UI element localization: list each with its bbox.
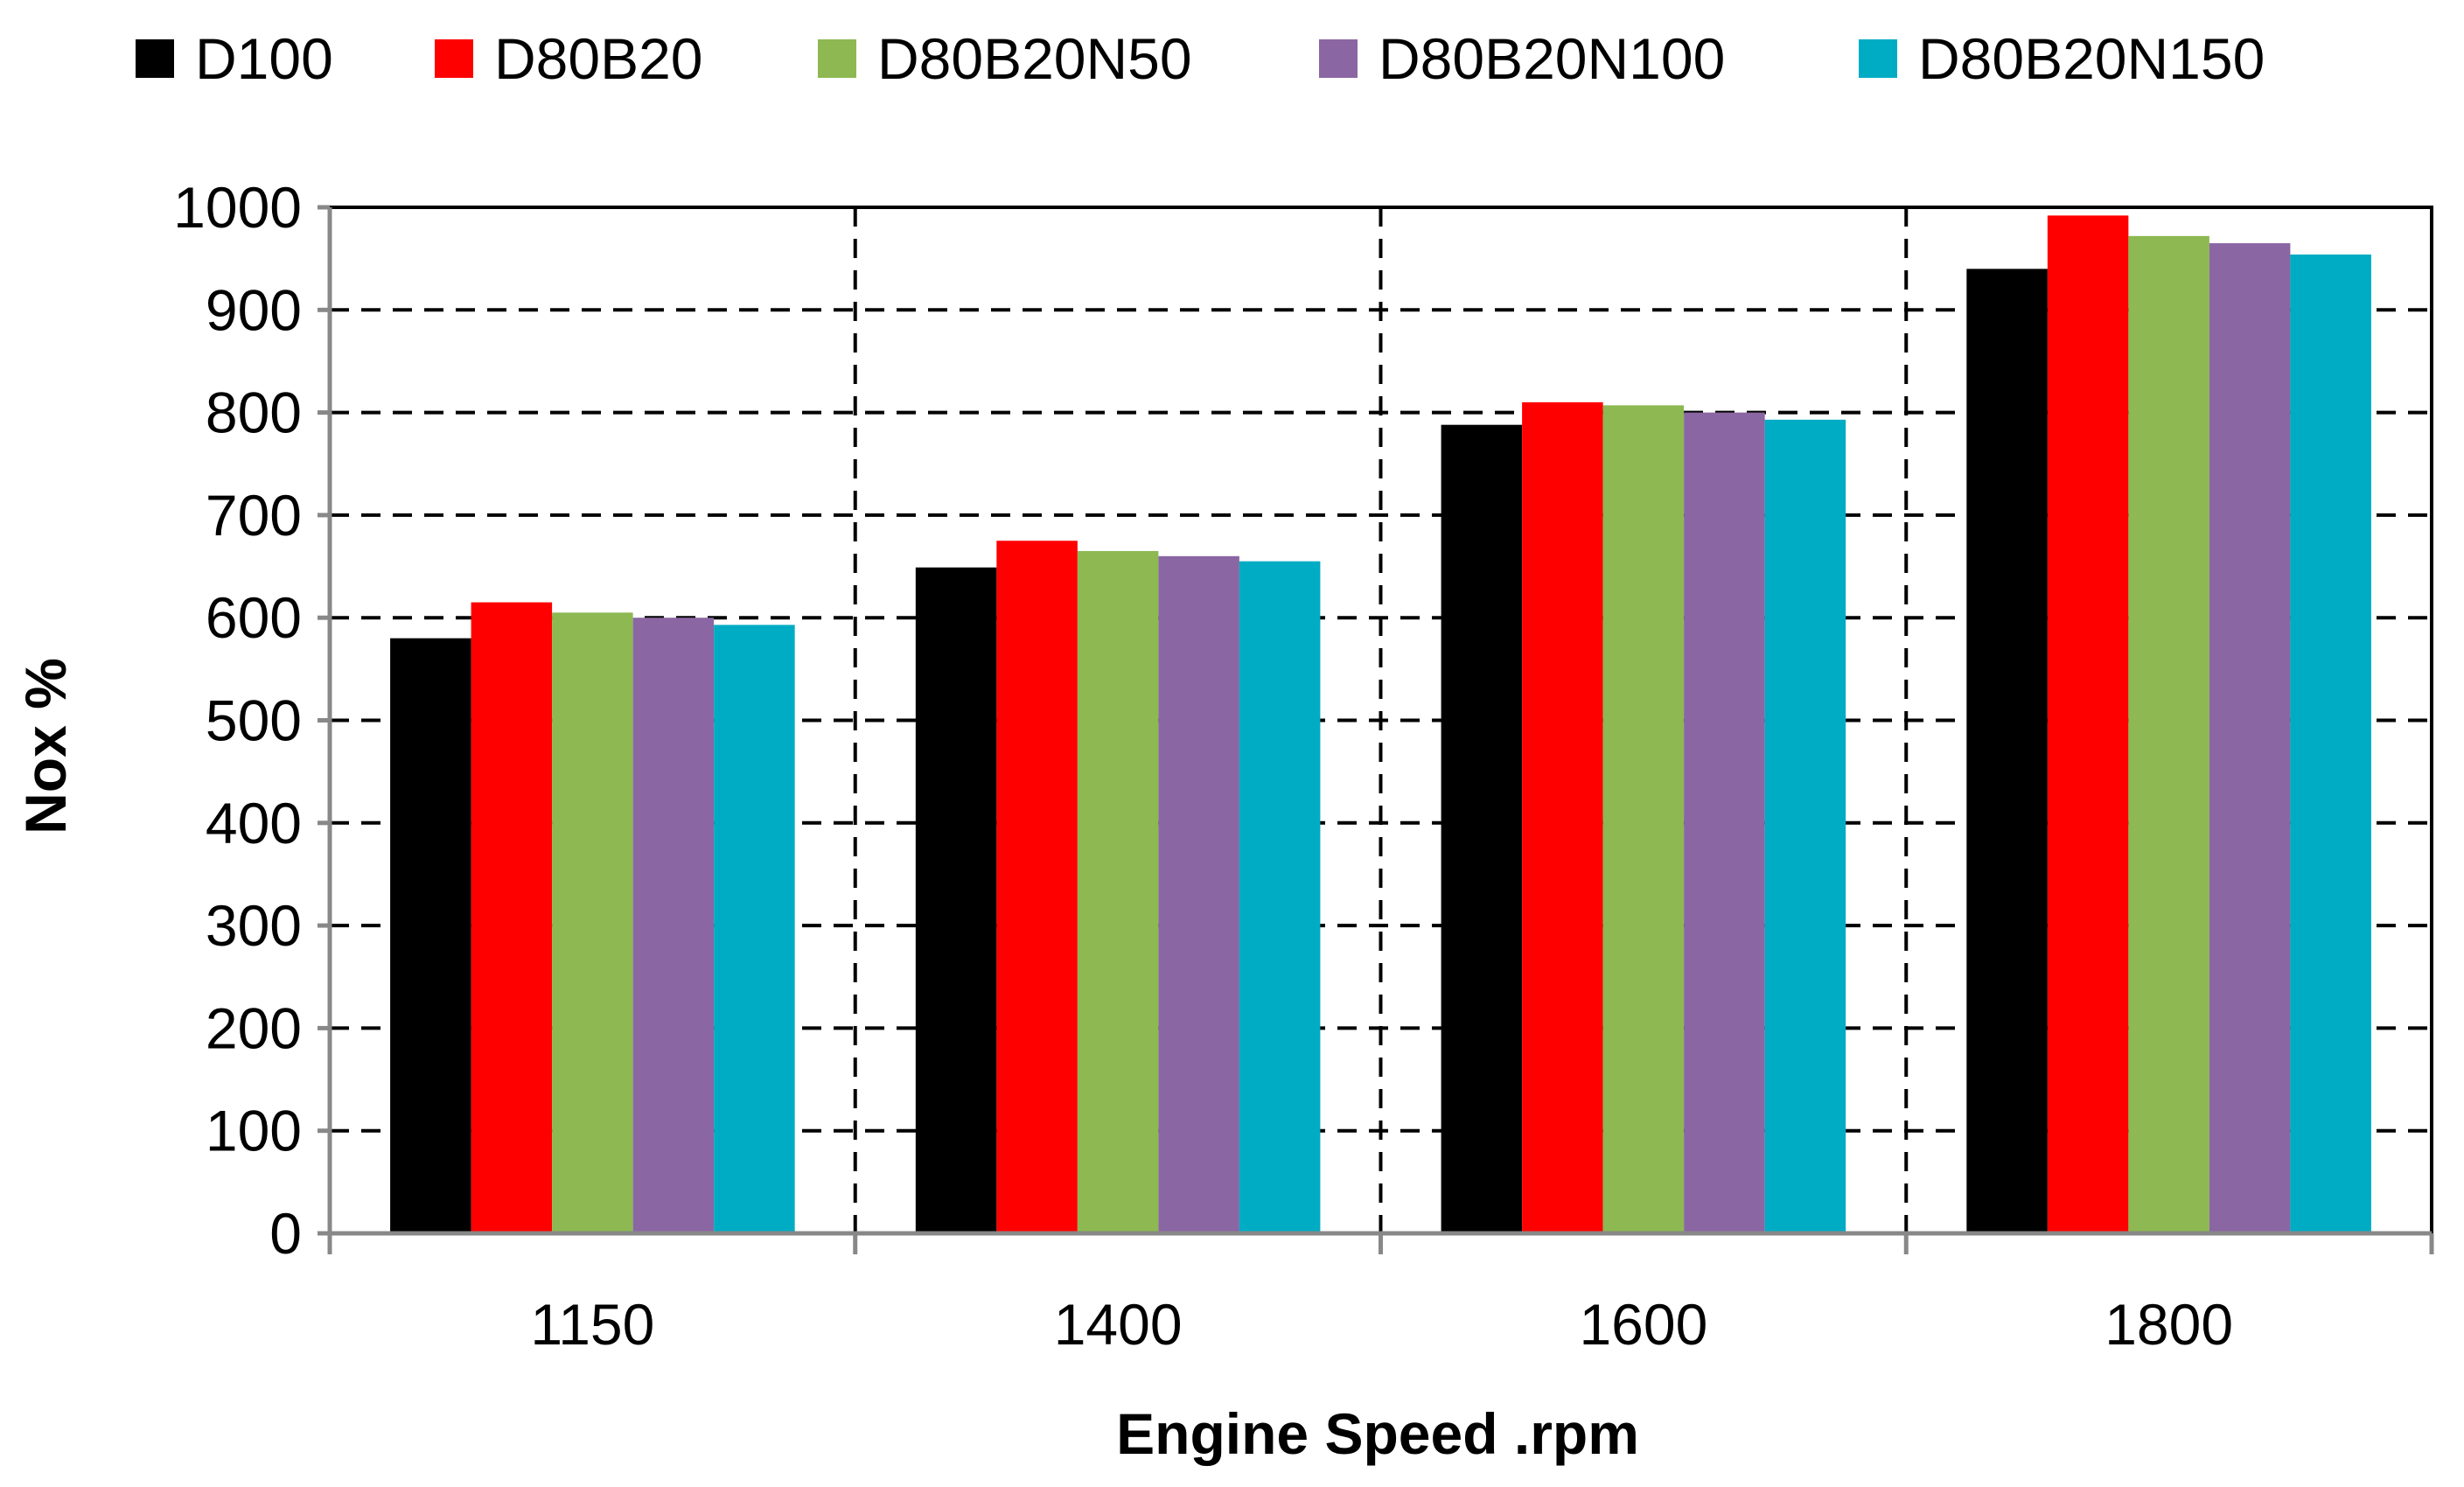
y-tick-label: 700 xyxy=(206,483,302,548)
legend-label: D80B20N150 xyxy=(1918,26,2265,91)
bar-D80B20N100-1400 xyxy=(1158,555,1239,1233)
legend-label: D80B20N50 xyxy=(877,26,1192,91)
bar-D80B20-1600 xyxy=(1522,401,1603,1233)
y-tick-label: 100 xyxy=(206,1099,302,1163)
y-tick-label: 200 xyxy=(206,995,302,1060)
legend-item-D80B20: D80B20 xyxy=(435,26,703,91)
bar-D80B20N50-1400 xyxy=(1077,550,1159,1233)
legend-swatch xyxy=(435,39,473,78)
y-tick-label: 900 xyxy=(206,277,302,342)
bar-D100-1800 xyxy=(1966,269,2048,1233)
legend-item-D80B20N150: D80B20N150 xyxy=(1859,26,2265,91)
bar-D80B20-1800 xyxy=(2047,215,2129,1233)
legend-label: D80B20N100 xyxy=(1379,26,1725,91)
bar-D80B20N50-1800 xyxy=(2128,235,2209,1233)
bar-D80B20-1400 xyxy=(996,541,1078,1233)
y-tick-label: 1000 xyxy=(173,175,302,240)
y-tick-label: 300 xyxy=(206,893,302,958)
x-tick-label: 1150 xyxy=(530,1292,654,1357)
legend-swatch xyxy=(818,39,856,78)
x-tick-label: 1400 xyxy=(1054,1292,1183,1357)
bar-D100-1600 xyxy=(1441,424,1523,1233)
bars xyxy=(390,215,2371,1234)
legend-swatch xyxy=(1319,39,1358,78)
y-tick-label: 800 xyxy=(206,380,302,445)
legend: D100 D80B20 D80B20N50 D80B20N100 D80B20N150 xyxy=(136,26,2265,91)
bar-D80B20N150-1400 xyxy=(1239,561,1321,1233)
legend-item-D100: D100 xyxy=(136,26,333,91)
bar-D80B20-1150 xyxy=(471,602,553,1233)
legend-item-D80B20N50: D80B20N50 xyxy=(818,26,1192,91)
y-tick-label: 600 xyxy=(206,585,302,650)
y-axis-title: Nox % xyxy=(13,658,78,834)
axes xyxy=(318,205,2434,1254)
y-tick-label: 500 xyxy=(206,688,302,753)
bar-D80B20N100-1600 xyxy=(1684,412,1765,1234)
x-tick-label: 1800 xyxy=(2105,1292,2233,1357)
bar-D100-1150 xyxy=(390,638,471,1233)
bar-D80B20N150-1800 xyxy=(2290,254,2371,1233)
bar-D80B20N100-1150 xyxy=(632,618,715,1233)
bar-D80B20N150-1600 xyxy=(1764,419,1846,1233)
legend-label: D100 xyxy=(195,26,333,91)
bar-D100-1400 xyxy=(915,567,997,1233)
bar-D80B20N50-1600 xyxy=(1602,405,1685,1233)
legend-item-D80B20N100: D80B20N100 xyxy=(1319,26,1725,91)
x-axis-tick-labels: 1150 1400 1600 1800 xyxy=(530,1292,2233,1357)
bar-D80B20N50-1150 xyxy=(552,612,633,1233)
bar-D80B20N100-1800 xyxy=(2209,243,2291,1234)
y-tick-label: 0 xyxy=(269,1201,302,1266)
y-axis-tick-labels: 0 100 200 300 400 500 600 700 800 900 1000 xyxy=(173,175,302,1266)
x-tick-label: 1600 xyxy=(1579,1292,1707,1357)
bar-D80B20N150-1150 xyxy=(714,625,795,1233)
legend-swatch xyxy=(136,39,174,78)
legend-swatch xyxy=(1859,39,1897,78)
legend-label: D80B20 xyxy=(494,26,703,91)
x-axis-title: Engine Speed .rpm xyxy=(1116,1401,1639,1466)
y-tick-label: 400 xyxy=(206,791,302,855)
